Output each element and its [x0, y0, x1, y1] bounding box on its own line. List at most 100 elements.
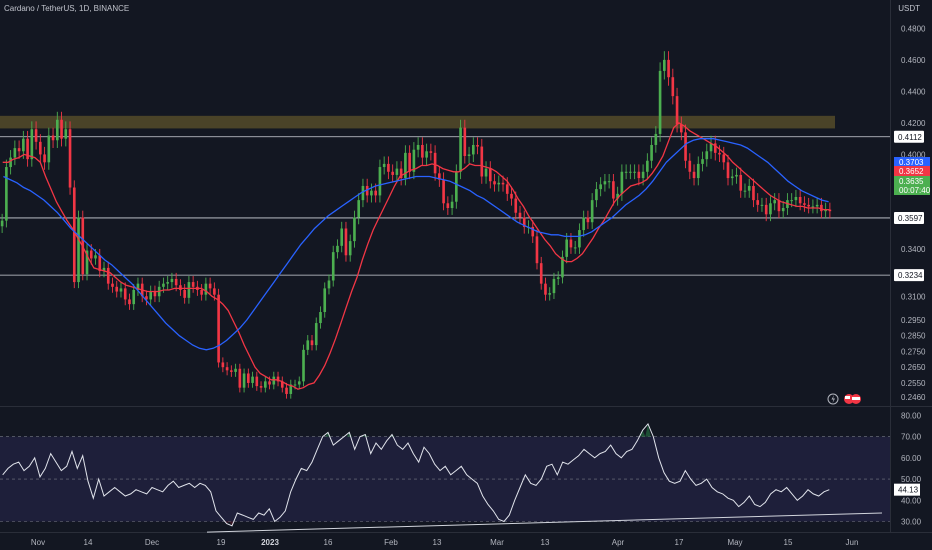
price-tick-label: 0.4800: [901, 24, 926, 33]
candle-body: [747, 185, 751, 191]
candle-body: [573, 247, 577, 249]
flash-icon[interactable]: [827, 393, 839, 405]
candle-body: [667, 59, 670, 78]
candle-body: [624, 171, 628, 173]
time-tick-label: 13: [433, 538, 442, 547]
candle-body: [450, 201, 454, 209]
candle-body: [463, 127, 467, 157]
candle-body: [425, 151, 428, 158]
time-tick-label: 16: [324, 538, 333, 547]
flag-icon-eu-stripe: [852, 397, 860, 400]
level-value-box: [894, 130, 924, 143]
candle-body: [234, 368, 237, 372]
time-tick-label: 17: [675, 538, 684, 547]
price-value-label: 0.3635: [899, 177, 924, 186]
candle-body: [480, 146, 484, 177]
candle-body: [679, 124, 683, 133]
rsi-line: [2, 422, 830, 527]
candle-body: [306, 340, 310, 350]
candle-body: [815, 204, 819, 207]
time-tick-label: Apr: [612, 538, 625, 547]
candle-body: [111, 283, 114, 287]
candle-body: [722, 154, 726, 163]
candle-body: [756, 200, 760, 205]
time-tick-label: May: [727, 538, 742, 547]
price-pane-background: [0, 0, 890, 406]
price-tick-label: 0.2650: [901, 363, 926, 372]
price-value-label: 00:07:40: [899, 186, 931, 195]
level-value-label: 0.4112: [898, 133, 922, 142]
candle-body: [493, 181, 496, 185]
candle-body: [268, 381, 271, 385]
candle-body: [238, 368, 242, 388]
candle-body: [26, 138, 29, 160]
rsi-tick-label: 40.00: [901, 496, 922, 505]
candle-body: [595, 189, 598, 201]
candle-body: [514, 198, 518, 213]
candle-body: [590, 200, 594, 223]
time-tick-label: Nov: [31, 538, 45, 547]
candle-body: [98, 255, 102, 272]
time-tick-label: 19: [217, 538, 226, 547]
candle-body: [30, 129, 34, 160]
candle-body: [412, 149, 416, 172]
candle-body: [123, 288, 127, 300]
candle-body: [510, 193, 513, 199]
candle-body: [51, 135, 55, 141]
candle-body: [119, 288, 123, 292]
price-tick-label: 0.2460: [901, 393, 926, 402]
candle-body: [713, 143, 717, 153]
candle-body: [255, 376, 259, 387]
candle-body: [603, 181, 607, 185]
candle-body: [735, 174, 738, 177]
rsi-tick-label: 30.00: [901, 518, 922, 527]
candle-body: [471, 144, 475, 155]
price-value-label: 0.3703: [899, 158, 924, 167]
candle-body: [790, 200, 793, 202]
price-value-box: [894, 185, 930, 195]
candle-body: [85, 250, 89, 275]
candle-body: [548, 293, 552, 295]
candle-body: [637, 171, 641, 179]
candle-body: [162, 283, 165, 287]
candle-body: [811, 206, 815, 208]
candle-body: [361, 185, 365, 201]
candle-body: [743, 190, 747, 192]
rsi-tick-label: 70.00: [901, 433, 922, 442]
rsi-value-box: [894, 483, 920, 496]
candle-body: [106, 267, 110, 284]
candle-body: [68, 129, 72, 188]
candle-body: [374, 190, 377, 196]
candle-body: [382, 163, 386, 168]
time-tick-label: 2023: [261, 538, 279, 547]
price-tick-label: 0.3100: [901, 292, 926, 301]
time-tick-label: 13: [541, 538, 550, 547]
time-axis-ticks: Nov 14 Dec 19 2023 16 Feb 13 Mar 13 Apr 17 May 15 Jun: [31, 538, 859, 547]
candle-body: [387, 163, 390, 172]
candle-body: [391, 171, 394, 175]
candle-body: [739, 174, 743, 191]
candle-body: [769, 203, 772, 215]
candle-body: [718, 152, 721, 155]
candle-body: [408, 152, 411, 172]
candle-body: [251, 376, 254, 383]
price-tick-label: 0.4200: [901, 119, 926, 128]
candle-body: [561, 256, 564, 278]
candle-body: [455, 171, 458, 202]
candle-body: [629, 171, 632, 173]
candle-body: [34, 129, 38, 142]
time-tick-label: Dec: [145, 538, 159, 547]
candle-body: [658, 70, 662, 134]
rsi-value-text: 44.13: [898, 486, 919, 495]
candle-body: [327, 280, 331, 289]
candle-body: [174, 278, 178, 286]
candle-body: [17, 148, 21, 152]
candle-body: [696, 163, 700, 179]
candle-body: [701, 159, 704, 164]
candle-body: [459, 127, 462, 172]
candle-body: [484, 168, 488, 177]
candle-body: [616, 193, 619, 199]
candle-body: [442, 179, 445, 204]
candle-body: [213, 288, 216, 295]
candle-body: [183, 289, 186, 298]
